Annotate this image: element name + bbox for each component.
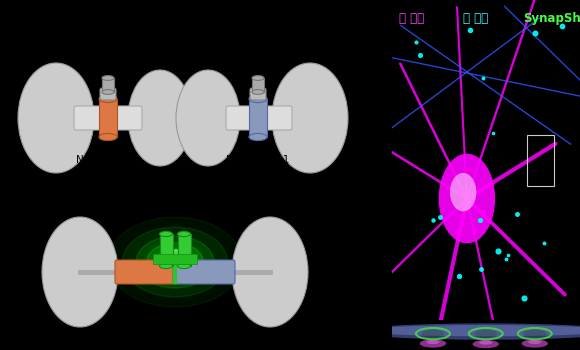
- Text: ddFP-B: ddFP-B: [236, 57, 280, 67]
- Ellipse shape: [99, 133, 117, 141]
- Bar: [527, 134, 553, 186]
- Ellipse shape: [524, 329, 546, 338]
- Text: 전 단자: 전 단자: [399, 12, 424, 26]
- Text: 후 단자: 후 단자: [463, 12, 488, 26]
- Text: 가역적 결합: 가역적 결합: [193, 181, 234, 194]
- Ellipse shape: [252, 76, 264, 80]
- Bar: [99, 99, 117, 137]
- Ellipse shape: [420, 339, 446, 348]
- Ellipse shape: [249, 96, 267, 103]
- Bar: [252, 78, 264, 92]
- Ellipse shape: [473, 340, 499, 348]
- Ellipse shape: [155, 249, 194, 275]
- Ellipse shape: [128, 70, 192, 166]
- Ellipse shape: [42, 217, 118, 327]
- Bar: [173, 260, 177, 284]
- Ellipse shape: [177, 231, 190, 237]
- Ellipse shape: [122, 227, 227, 297]
- FancyBboxPatch shape: [115, 260, 177, 284]
- Ellipse shape: [18, 63, 94, 173]
- Bar: [153, 254, 197, 264]
- Ellipse shape: [136, 236, 214, 288]
- Ellipse shape: [354, 323, 580, 340]
- Text: Neurexin 1β: Neurexin 1β: [77, 155, 140, 165]
- FancyBboxPatch shape: [226, 106, 292, 130]
- Ellipse shape: [176, 70, 240, 166]
- Text: Neuroligin 1: Neuroligin 1: [226, 155, 289, 165]
- Ellipse shape: [363, 325, 580, 336]
- Ellipse shape: [422, 329, 444, 338]
- Bar: [102, 78, 114, 92]
- Ellipse shape: [160, 231, 172, 237]
- Ellipse shape: [426, 340, 440, 344]
- Ellipse shape: [157, 250, 193, 274]
- Ellipse shape: [450, 173, 476, 211]
- FancyBboxPatch shape: [100, 88, 116, 100]
- Ellipse shape: [147, 243, 204, 281]
- Text: 시냅스 후 단자: 시냅스 후 단자: [234, 15, 287, 28]
- Bar: [249, 99, 267, 137]
- Ellipse shape: [479, 341, 492, 345]
- Ellipse shape: [528, 340, 541, 344]
- Ellipse shape: [272, 63, 348, 173]
- Text: SynapShot: SynapShot: [524, 12, 580, 26]
- Bar: [160, 234, 172, 266]
- Ellipse shape: [102, 90, 114, 95]
- Bar: [177, 234, 190, 266]
- Ellipse shape: [249, 133, 267, 141]
- FancyBboxPatch shape: [74, 106, 142, 130]
- Ellipse shape: [232, 217, 308, 327]
- Ellipse shape: [474, 329, 497, 338]
- Text: ddFP-A: ddFP-A: [86, 57, 130, 67]
- Ellipse shape: [438, 154, 495, 243]
- FancyBboxPatch shape: [250, 88, 266, 100]
- Ellipse shape: [102, 76, 114, 80]
- FancyBboxPatch shape: [173, 260, 235, 284]
- Ellipse shape: [521, 339, 548, 348]
- Ellipse shape: [99, 96, 117, 103]
- Text: 시냅스 전 단자: 시냅스 전 단자: [53, 15, 107, 28]
- Ellipse shape: [107, 217, 242, 307]
- Ellipse shape: [177, 264, 190, 268]
- Ellipse shape: [160, 264, 172, 268]
- Ellipse shape: [252, 90, 264, 95]
